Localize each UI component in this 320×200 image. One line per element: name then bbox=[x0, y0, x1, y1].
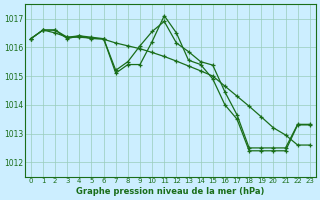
X-axis label: Graphe pression niveau de la mer (hPa): Graphe pression niveau de la mer (hPa) bbox=[76, 187, 265, 196]
